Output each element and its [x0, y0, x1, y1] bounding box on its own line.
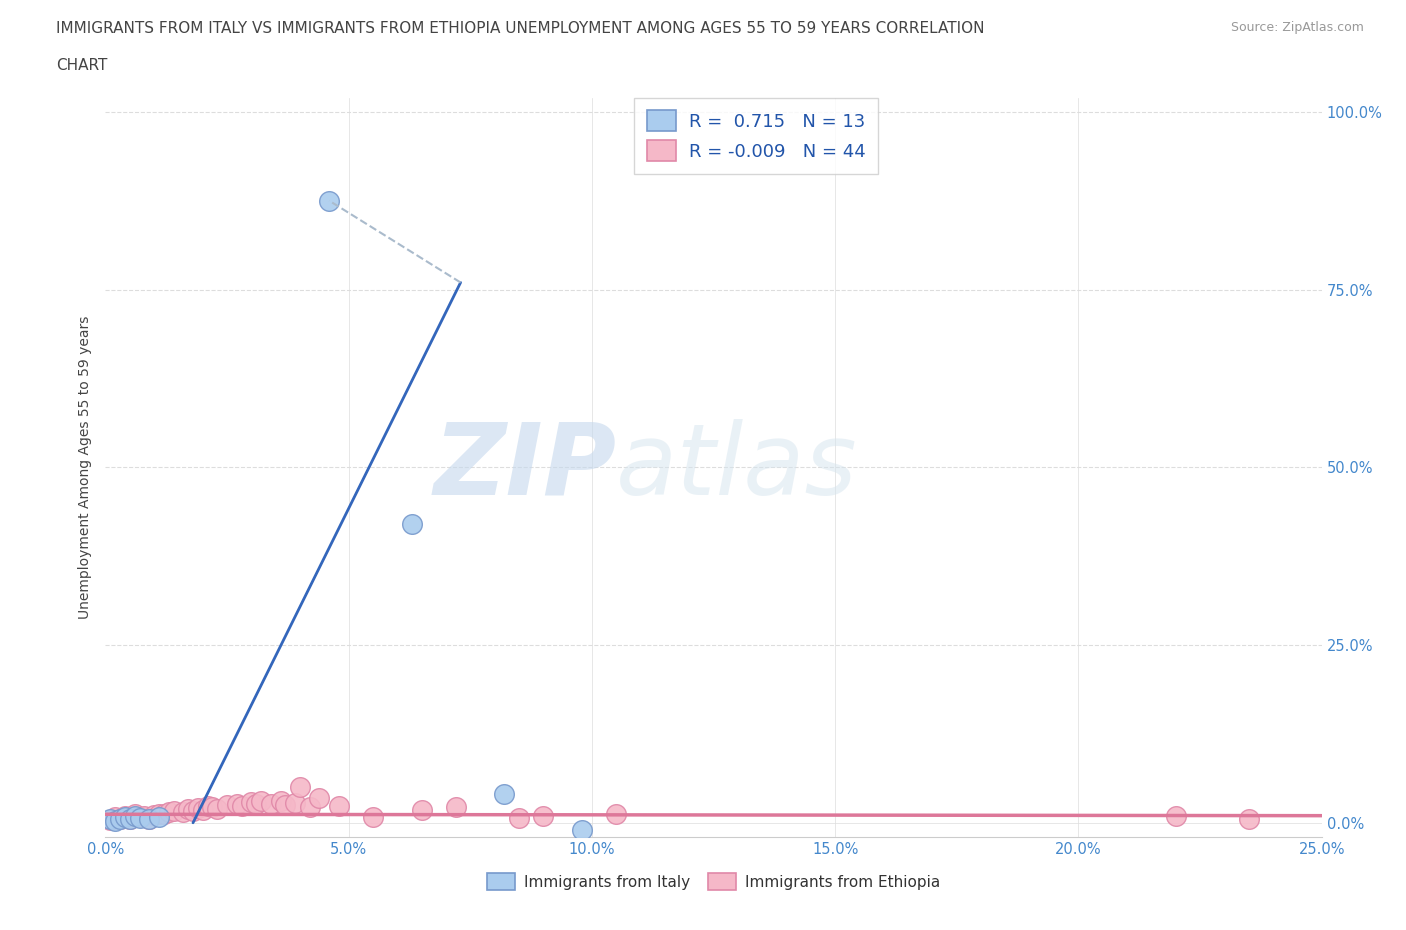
Point	[274, 798, 297, 813]
Point	[605, 807, 627, 822]
Point	[162, 804, 184, 818]
Point	[124, 807, 146, 822]
Point	[114, 808, 136, 823]
Legend: Immigrants from Italy, Immigrants from Ethiopia: Immigrants from Italy, Immigrants from E…	[481, 867, 946, 896]
Point	[118, 811, 141, 826]
Point	[201, 800, 224, 815]
Point	[104, 813, 127, 828]
Point	[250, 794, 273, 809]
Y-axis label: Unemployment Among Ages 55 to 59 years: Unemployment Among Ages 55 to 59 years	[79, 315, 93, 619]
Point	[98, 812, 121, 827]
Text: atlas: atlas	[616, 418, 858, 516]
Point	[284, 795, 307, 810]
Point	[128, 810, 150, 825]
Point	[153, 807, 176, 822]
Point	[444, 800, 467, 815]
Point	[114, 810, 136, 825]
Point	[270, 793, 292, 808]
Point	[143, 807, 166, 822]
Point	[308, 790, 330, 805]
Point	[240, 795, 263, 810]
Point	[401, 517, 423, 532]
Point	[134, 809, 156, 824]
Point	[118, 812, 141, 827]
Point	[494, 787, 516, 802]
Point	[98, 813, 121, 828]
Point	[181, 804, 204, 818]
Point	[191, 803, 214, 817]
Point	[411, 803, 433, 817]
Point	[108, 812, 131, 827]
Point	[318, 193, 340, 208]
Point	[197, 799, 219, 814]
Text: CHART: CHART	[56, 58, 108, 73]
Point	[531, 809, 554, 824]
Point	[298, 800, 321, 815]
Point	[1164, 809, 1187, 824]
Point	[104, 810, 127, 825]
Point	[225, 796, 247, 811]
Point	[187, 801, 209, 816]
Point	[148, 806, 170, 821]
Point	[245, 797, 267, 812]
Point	[138, 811, 160, 826]
Text: Source: ZipAtlas.com: Source: ZipAtlas.com	[1230, 21, 1364, 34]
Point	[508, 810, 530, 825]
Text: ZIP: ZIP	[433, 418, 616, 516]
Point	[148, 810, 170, 825]
Point	[138, 812, 160, 827]
Point	[231, 798, 253, 813]
Point	[260, 796, 283, 811]
Point	[128, 810, 150, 825]
Point	[207, 802, 229, 817]
Point	[571, 822, 593, 837]
Point	[157, 804, 180, 819]
Point	[172, 804, 194, 819]
Point	[361, 810, 384, 825]
Point	[1237, 811, 1260, 826]
Point	[177, 802, 200, 817]
Text: IMMIGRANTS FROM ITALY VS IMMIGRANTS FROM ETHIOPIA UNEMPLOYMENT AMONG AGES 55 TO : IMMIGRANTS FROM ITALY VS IMMIGRANTS FROM…	[56, 21, 984, 36]
Point	[328, 799, 350, 814]
Point	[217, 798, 239, 813]
Point	[124, 808, 146, 823]
Point	[108, 811, 131, 826]
Point	[288, 779, 311, 794]
